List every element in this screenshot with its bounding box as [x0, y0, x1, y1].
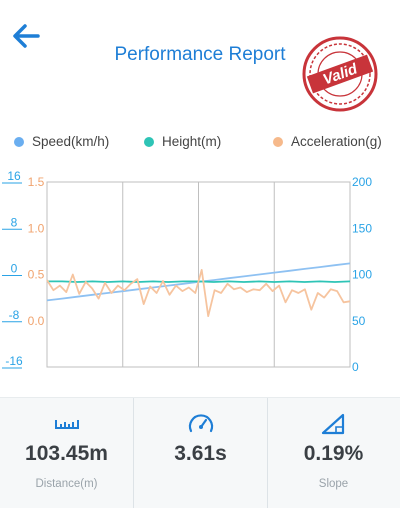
header: Performance Report Valid: [0, 0, 400, 112]
valid-seal-icon: Valid: [302, 36, 378, 112]
speed-axis-tick-label: 50: [352, 314, 366, 328]
stat-divider: [133, 398, 134, 508]
legend-height-label: Height(m): [162, 134, 222, 149]
stat-divider: [267, 398, 268, 508]
stats-panel: 103.45m Distance(m) 3.61s 0.19% Slope: [0, 397, 400, 508]
stat-slope-value: 0.19%: [303, 442, 364, 465]
legend-height-dot: [144, 136, 154, 147]
gauge-icon: [188, 414, 213, 433]
stat-distance-label: Distance(m): [35, 478, 98, 490]
height-axis-tick-label: 8: [11, 215, 18, 229]
acceleration-axis-tick-label: 1.5: [28, 175, 45, 189]
arrow-left-icon: [13, 24, 40, 48]
performance-chart: 16 8 0 -8 -16 1.5 1.0 0.5 0.0 200 150 100 50 0: [2, 169, 372, 374]
acceleration-series-line: [46, 269, 351, 318]
legend-height: Height(m): [144, 134, 221, 149]
stat-time-value: 3.61s: [174, 442, 227, 465]
acceleration-axis-tick-label: 0.0: [28, 314, 45, 328]
acceleration-axis-tick-label: 0.5: [28, 268, 45, 282]
height-axis-tick-label: -8: [9, 308, 20, 322]
legend-acceleration-dot: [273, 136, 283, 147]
ruler-icon: [54, 420, 79, 429]
stat-distance-value: 103.45m: [25, 442, 108, 465]
page-title: Performance Report: [114, 44, 286, 65]
chart-legend: Speed(km/h) Height(m) Acceleration(g): [0, 134, 400, 154]
height-axis-tick-label: 16: [7, 169, 21, 183]
legend-speed: Speed(km/h): [14, 134, 109, 149]
legend-speed-label: Speed(km/h): [32, 134, 110, 149]
slope-icon: [321, 413, 344, 435]
legend-acceleration-label: Acceleration(g): [291, 134, 382, 149]
speed-axis-tick-label: 100: [352, 268, 372, 282]
back-button[interactable]: [8, 18, 48, 54]
height-axis-tick-label: 0: [11, 262, 18, 276]
stat-slope: 0.19% Slope: [267, 398, 400, 508]
stat-distance: 103.45m Distance(m): [0, 398, 133, 508]
speed-axis-tick-label: 0: [352, 360, 359, 374]
height-axis-tick-label: -16: [5, 354, 23, 368]
seal-text: Valid: [321, 60, 361, 88]
speed-axis-tick-label: 200: [352, 175, 372, 189]
speed-axis-tick-label: 150: [352, 221, 372, 235]
acceleration-axis-tick-label: 1.0: [28, 221, 45, 235]
stat-time: 3.61s: [134, 398, 267, 508]
legend-speed-dot: [14, 136, 24, 147]
legend-acceleration: Acceleration(g): [273, 134, 382, 149]
stat-slope-label: Slope: [318, 478, 349, 490]
